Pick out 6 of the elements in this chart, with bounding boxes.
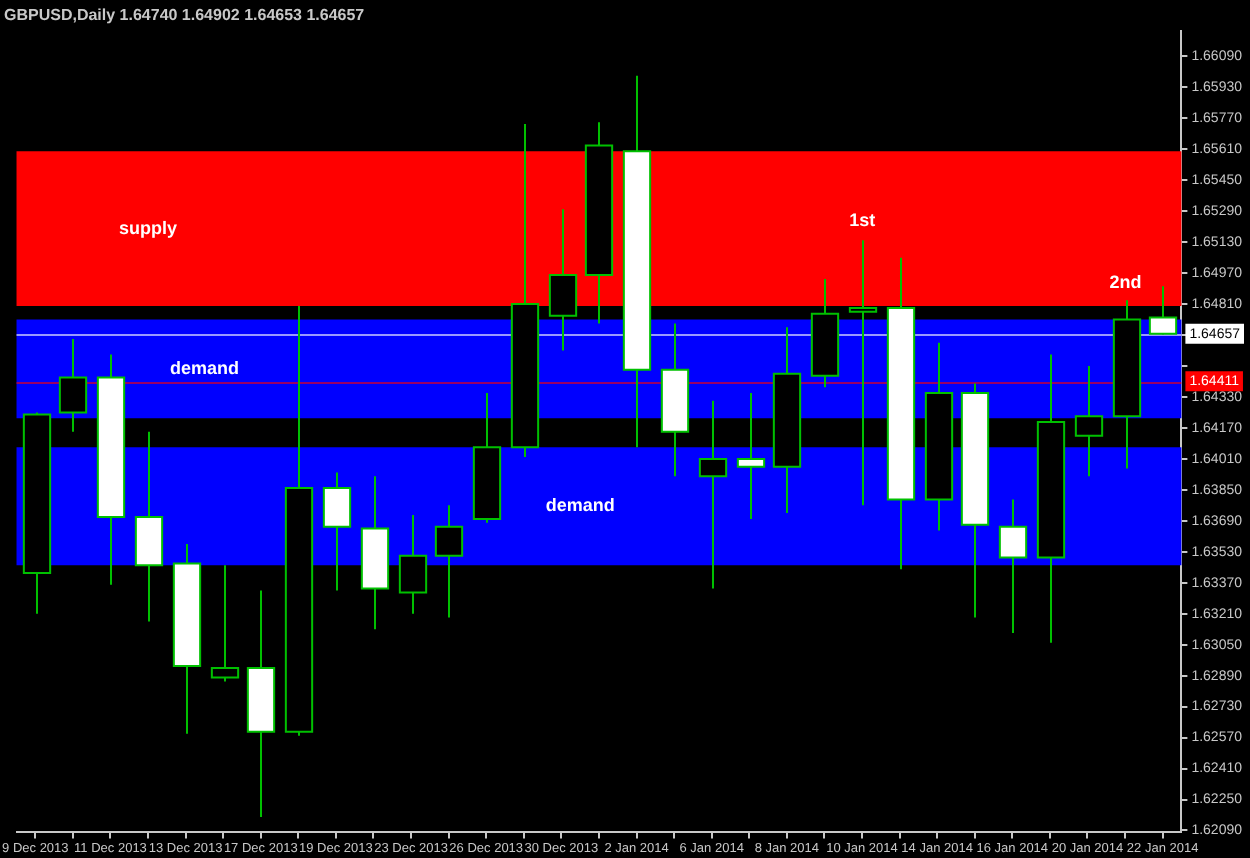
- chart-title: GBPUSD,Daily 1.64740 1.64902 1.64653 1.64657: [4, 6, 366, 25]
- annotation: 2nd: [1109, 271, 1142, 292]
- band-label: supply: [119, 217, 178, 238]
- annotation: 1st: [849, 210, 876, 231]
- band-label: demand: [545, 495, 615, 516]
- band-label: demand: [169, 357, 239, 378]
